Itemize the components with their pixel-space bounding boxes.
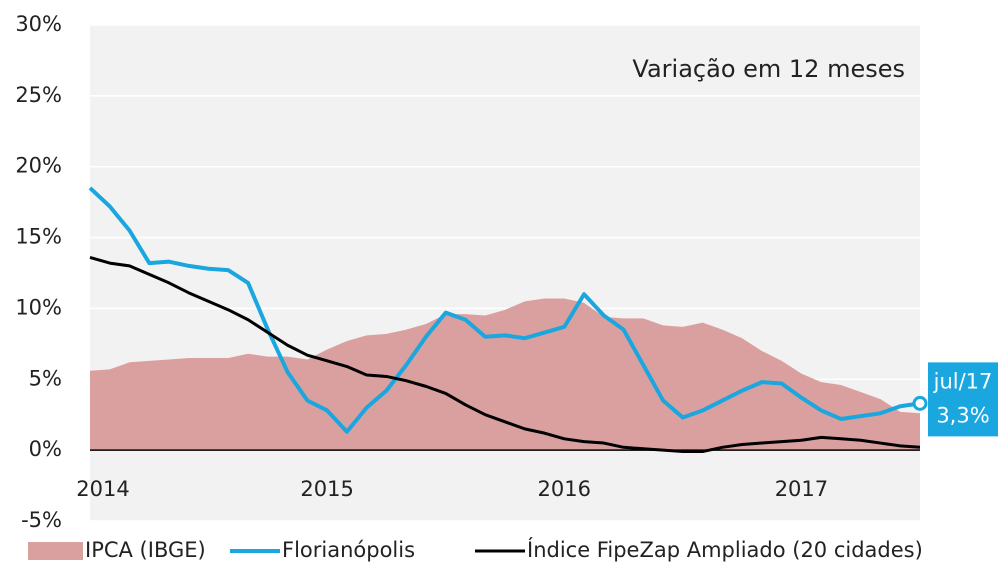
x-tick-label: 2017 xyxy=(775,477,828,501)
y-tick-label: 0% xyxy=(29,437,62,461)
y-tick-label: 15% xyxy=(15,225,62,249)
legend-label: Índice FipeZap Ampliado (20 cidades) xyxy=(527,537,923,562)
y-tick-label: 20% xyxy=(15,154,62,178)
y-tick-label: 10% xyxy=(15,295,62,319)
x-tick-label: 2015 xyxy=(300,477,353,501)
y-tick-label: 30% xyxy=(15,12,62,36)
end-marker xyxy=(912,395,928,411)
x-tick-label: 2014 xyxy=(76,477,129,501)
y-tick-label: -5% xyxy=(21,508,62,532)
annotation: Variação em 12 meses xyxy=(632,55,905,83)
legend-label: Florianópolis xyxy=(282,538,415,562)
legend-swatch xyxy=(28,542,83,560)
y-tick-label: 25% xyxy=(15,83,62,107)
y-tick-label: 5% xyxy=(29,366,62,390)
line xyxy=(89,255,921,454)
value-label: 3,3% xyxy=(936,403,989,427)
line xyxy=(88,186,921,434)
x-tick-label: 2016 xyxy=(538,477,591,501)
area xyxy=(90,298,920,451)
legend-label: IPCA (IBGE) xyxy=(85,538,206,562)
end-annotation: jul/17 xyxy=(933,369,993,393)
label-box xyxy=(928,362,998,437)
